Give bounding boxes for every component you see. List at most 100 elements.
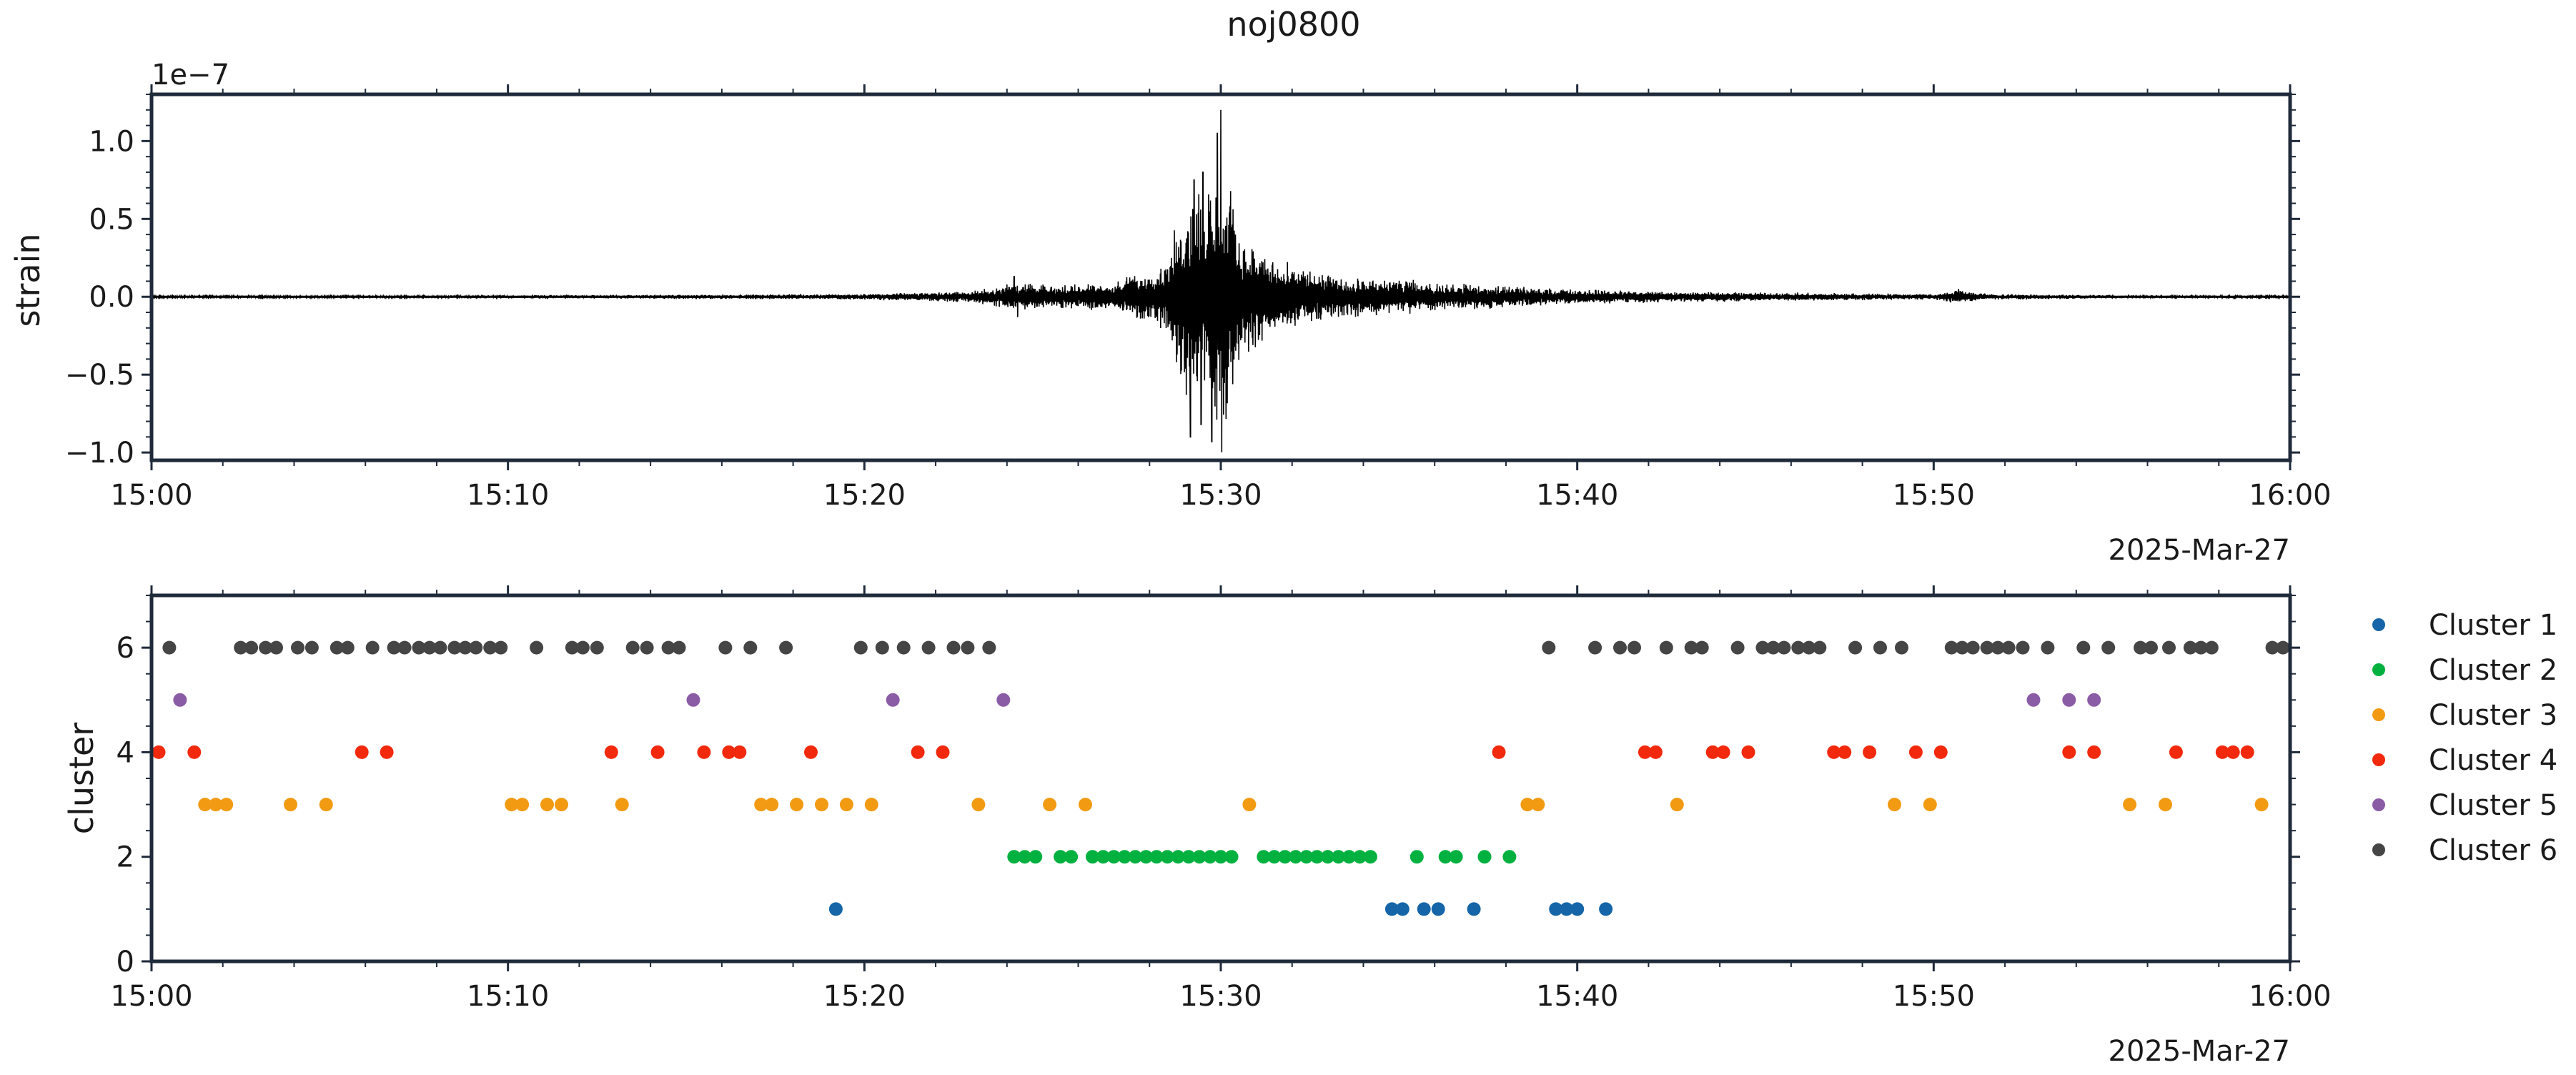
cluster-point bbox=[815, 798, 828, 812]
cluster-point bbox=[494, 640, 508, 655]
cluster-point bbox=[304, 640, 319, 655]
cluster-point bbox=[575, 640, 590, 655]
legend-label: Cluster 3 bbox=[2429, 699, 2557, 732]
cluster-point bbox=[355, 745, 369, 759]
cluster-point bbox=[1588, 640, 1602, 655]
cluster-point bbox=[1160, 850, 1174, 864]
cluster-point bbox=[422, 640, 437, 655]
cluster-point bbox=[1007, 850, 1021, 864]
x-tick-label: 16:00 bbox=[2249, 980, 2331, 1013]
cluster-point bbox=[946, 640, 961, 655]
legend-label: Cluster 2 bbox=[2429, 654, 2557, 687]
cluster-point bbox=[2183, 640, 2197, 655]
legend-marker bbox=[2372, 798, 2385, 811]
strain-date-label: 2025-Mar-27 bbox=[2109, 534, 2290, 567]
cluster-point bbox=[2144, 640, 2158, 655]
strain-y-label: strain bbox=[9, 233, 47, 327]
cluster-point bbox=[1353, 850, 1367, 864]
cluster-point bbox=[1863, 745, 1877, 759]
cluster-point bbox=[1648, 745, 1663, 759]
cluster-point bbox=[1695, 640, 1709, 655]
legend-label: Cluster 4 bbox=[2429, 744, 2557, 777]
cluster-point bbox=[152, 745, 166, 759]
cluster-point bbox=[590, 640, 604, 655]
cluster-point bbox=[722, 745, 736, 759]
cluster-point bbox=[540, 798, 554, 812]
cluster-point bbox=[1438, 850, 1452, 864]
y-tick-label: 6 bbox=[117, 632, 134, 665]
cluster-point bbox=[291, 640, 304, 655]
cluster-point bbox=[1342, 850, 1356, 864]
cluster-point bbox=[1410, 850, 1424, 864]
cluster-point bbox=[1777, 640, 1791, 655]
cluster-point bbox=[2123, 798, 2137, 812]
y-tick-label: 0.5 bbox=[89, 203, 134, 236]
cluster-point bbox=[1599, 902, 1613, 916]
x-tick-label: 15:10 bbox=[467, 479, 549, 512]
figure-title: noj0800 bbox=[1227, 5, 1360, 44]
cluster-point bbox=[1214, 850, 1228, 864]
x-tick-label: 16:00 bbox=[2249, 479, 2331, 512]
cluster-point bbox=[2026, 693, 2041, 707]
cluster-point bbox=[1802, 640, 1816, 655]
cluster-point bbox=[1395, 902, 1410, 916]
strain-panel: 1.00.50.0−0.5−1.0 15:00 15:10 15:20 15:30 15… bbox=[9, 59, 2332, 567]
cluster-point bbox=[1431, 902, 1445, 916]
x-tick-label: 15:50 bbox=[1893, 980, 1975, 1013]
cluster-point bbox=[259, 640, 273, 655]
cluster-point bbox=[718, 640, 733, 655]
cluster-point bbox=[1813, 640, 1827, 655]
strain-offset-label: 1e−7 bbox=[152, 59, 229, 91]
cluster-point bbox=[754, 798, 768, 812]
cluster-point bbox=[1043, 798, 1057, 812]
cluster-point bbox=[1086, 850, 1099, 864]
cluster-point bbox=[1417, 902, 1431, 916]
y-tick-label: 0 bbox=[117, 946, 134, 979]
cluster-point bbox=[1139, 850, 1153, 864]
cluster-point bbox=[1224, 850, 1239, 864]
cluster-point bbox=[2194, 640, 2208, 655]
cluster-point bbox=[804, 745, 818, 759]
cluster-point bbox=[269, 640, 283, 655]
cluster-point bbox=[2062, 745, 2076, 759]
cluster-point bbox=[1944, 640, 1958, 655]
cluster-point bbox=[982, 640, 996, 655]
legend-marker bbox=[2372, 753, 2385, 766]
cluster-point bbox=[2226, 745, 2240, 759]
cluster-point bbox=[864, 798, 878, 812]
cluster-point bbox=[2087, 745, 2101, 759]
series-cluster-4 bbox=[152, 745, 2254, 759]
cluster-point bbox=[1299, 850, 1314, 864]
cluster-point bbox=[2062, 693, 2076, 707]
strain-trace bbox=[151, 109, 2291, 452]
cluster-point bbox=[1363, 850, 1377, 864]
legend-marker bbox=[2372, 618, 2385, 631]
series-cluster-6 bbox=[162, 640, 2290, 655]
cluster-point bbox=[1670, 798, 1684, 812]
cluster-point bbox=[1730, 640, 1745, 655]
cluster-point bbox=[875, 640, 889, 655]
x-tick-label: 15:00 bbox=[110, 479, 192, 512]
cluster-point bbox=[921, 640, 936, 655]
cluster-point bbox=[1117, 850, 1131, 864]
legend-label: Cluster 6 bbox=[2429, 834, 2557, 867]
y-tick-label: 4 bbox=[117, 736, 134, 769]
cluster-point bbox=[2001, 640, 2016, 655]
cluster-x-axis: 15:00 15:10 15:20 15:30 15:40 15:50 16:00 bbox=[110, 585, 2332, 1013]
cluster-point bbox=[2087, 693, 2101, 707]
legend-item-cluster-3: Cluster 3 bbox=[2372, 699, 2557, 732]
cluster-point bbox=[1492, 745, 1506, 759]
cluster-point bbox=[340, 640, 355, 655]
strain-line bbox=[151, 109, 2291, 452]
cluster-point bbox=[1716, 745, 1730, 759]
cluster-point bbox=[853, 640, 868, 655]
cluster-point bbox=[1310, 850, 1324, 864]
cluster-point bbox=[1838, 745, 1852, 759]
cluster-point bbox=[1873, 640, 1887, 655]
series-cluster-5 bbox=[173, 693, 2101, 707]
cluster-point bbox=[779, 640, 793, 655]
cluster-point bbox=[1705, 745, 1720, 759]
cluster-point bbox=[1079, 798, 1092, 812]
cluster-point bbox=[790, 798, 804, 812]
legend-item-cluster-2: Cluster 2 bbox=[2372, 654, 2557, 687]
